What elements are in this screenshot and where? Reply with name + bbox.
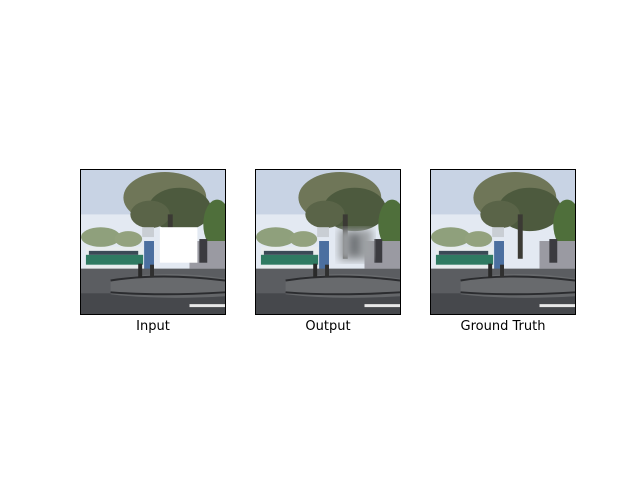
- output-image-panel: [255, 169, 401, 315]
- output-caption: Output: [305, 319, 351, 334]
- inpainted-region: [338, 229, 373, 261]
- ground-truth-caption: Ground Truth: [460, 319, 546, 334]
- input-image-panel: [80, 169, 226, 315]
- masked-region: [159, 227, 198, 263]
- input-caption: Input: [136, 319, 170, 334]
- ground-truth-street-image: [431, 170, 575, 314]
- input-street-image: [81, 170, 225, 314]
- ground-truth-image-panel: [430, 169, 576, 315]
- output-street-image: [256, 170, 400, 314]
